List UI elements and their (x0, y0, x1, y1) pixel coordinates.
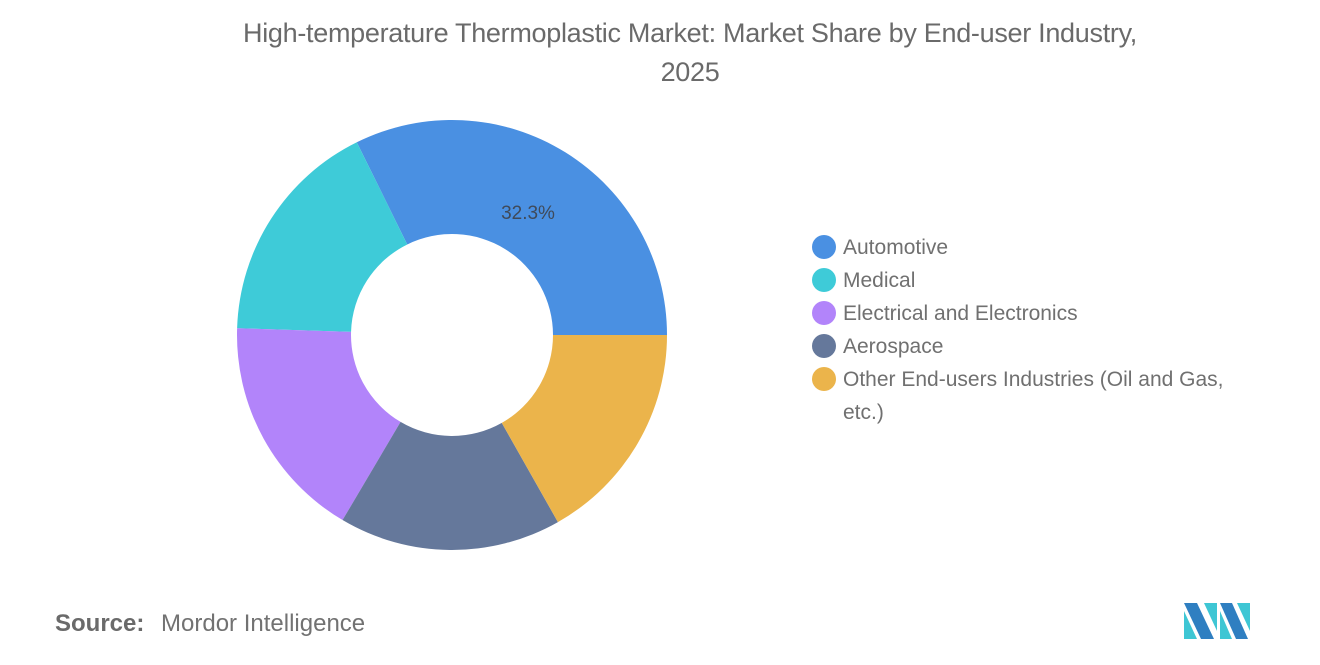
mordor-logo-icon (1184, 603, 1250, 639)
legend-label: Medical (843, 269, 916, 292)
legend-dot-icon (812, 301, 836, 325)
legend-label: Automotive (843, 236, 949, 259)
legend-label: Electrical and Electronics (843, 302, 1078, 325)
chart-title-line1: High-temperature Thermoplastic Market: M… (243, 18, 1137, 48)
slice-automotive[interactable] (356, 119, 667, 335)
legend-item-medical[interactable]: Medical (812, 264, 1262, 297)
slice-electrical-electronics[interactable] (237, 328, 401, 521)
legend-dot-icon (812, 367, 836, 391)
source-note: Source: Mordor Intelligence (55, 610, 365, 638)
legend-dot-icon (812, 334, 836, 358)
slice-aerospace[interactable] (342, 421, 558, 550)
legend-item-other[interactable]: Other End-users Industries (Oil and Gas,… (812, 363, 1262, 429)
legend-item-automotive[interactable]: Automotive (812, 231, 1262, 264)
legend-dot-icon (812, 235, 836, 259)
legend-item-electrical-electronics[interactable]: Electrical and Electronics (812, 297, 1262, 330)
chart-title-line2: 2025 (660, 57, 720, 87)
source-label: Source: (55, 610, 145, 637)
donut-slices (237, 119, 667, 550)
legend-item-aerospace[interactable]: Aerospace (812, 330, 1262, 363)
legend-label: Aerospace (843, 335, 944, 358)
legend-label: Other End-users Industries (Oil and Gas,… (843, 368, 1224, 424)
slice-label-automotive: 32.3% (501, 203, 555, 224)
donut-chart: 32.3% (237, 119, 667, 550)
slice-other[interactable] (501, 335, 667, 523)
legend: Automotive Medical Electrical and Electr… (812, 231, 1262, 429)
slice-medical[interactable] (237, 142, 408, 332)
chart-title: High-temperature Thermoplastic Market: M… (110, 14, 1270, 92)
source-value: Mordor Intelligence (161, 610, 366, 637)
legend-dot-icon (812, 268, 836, 292)
